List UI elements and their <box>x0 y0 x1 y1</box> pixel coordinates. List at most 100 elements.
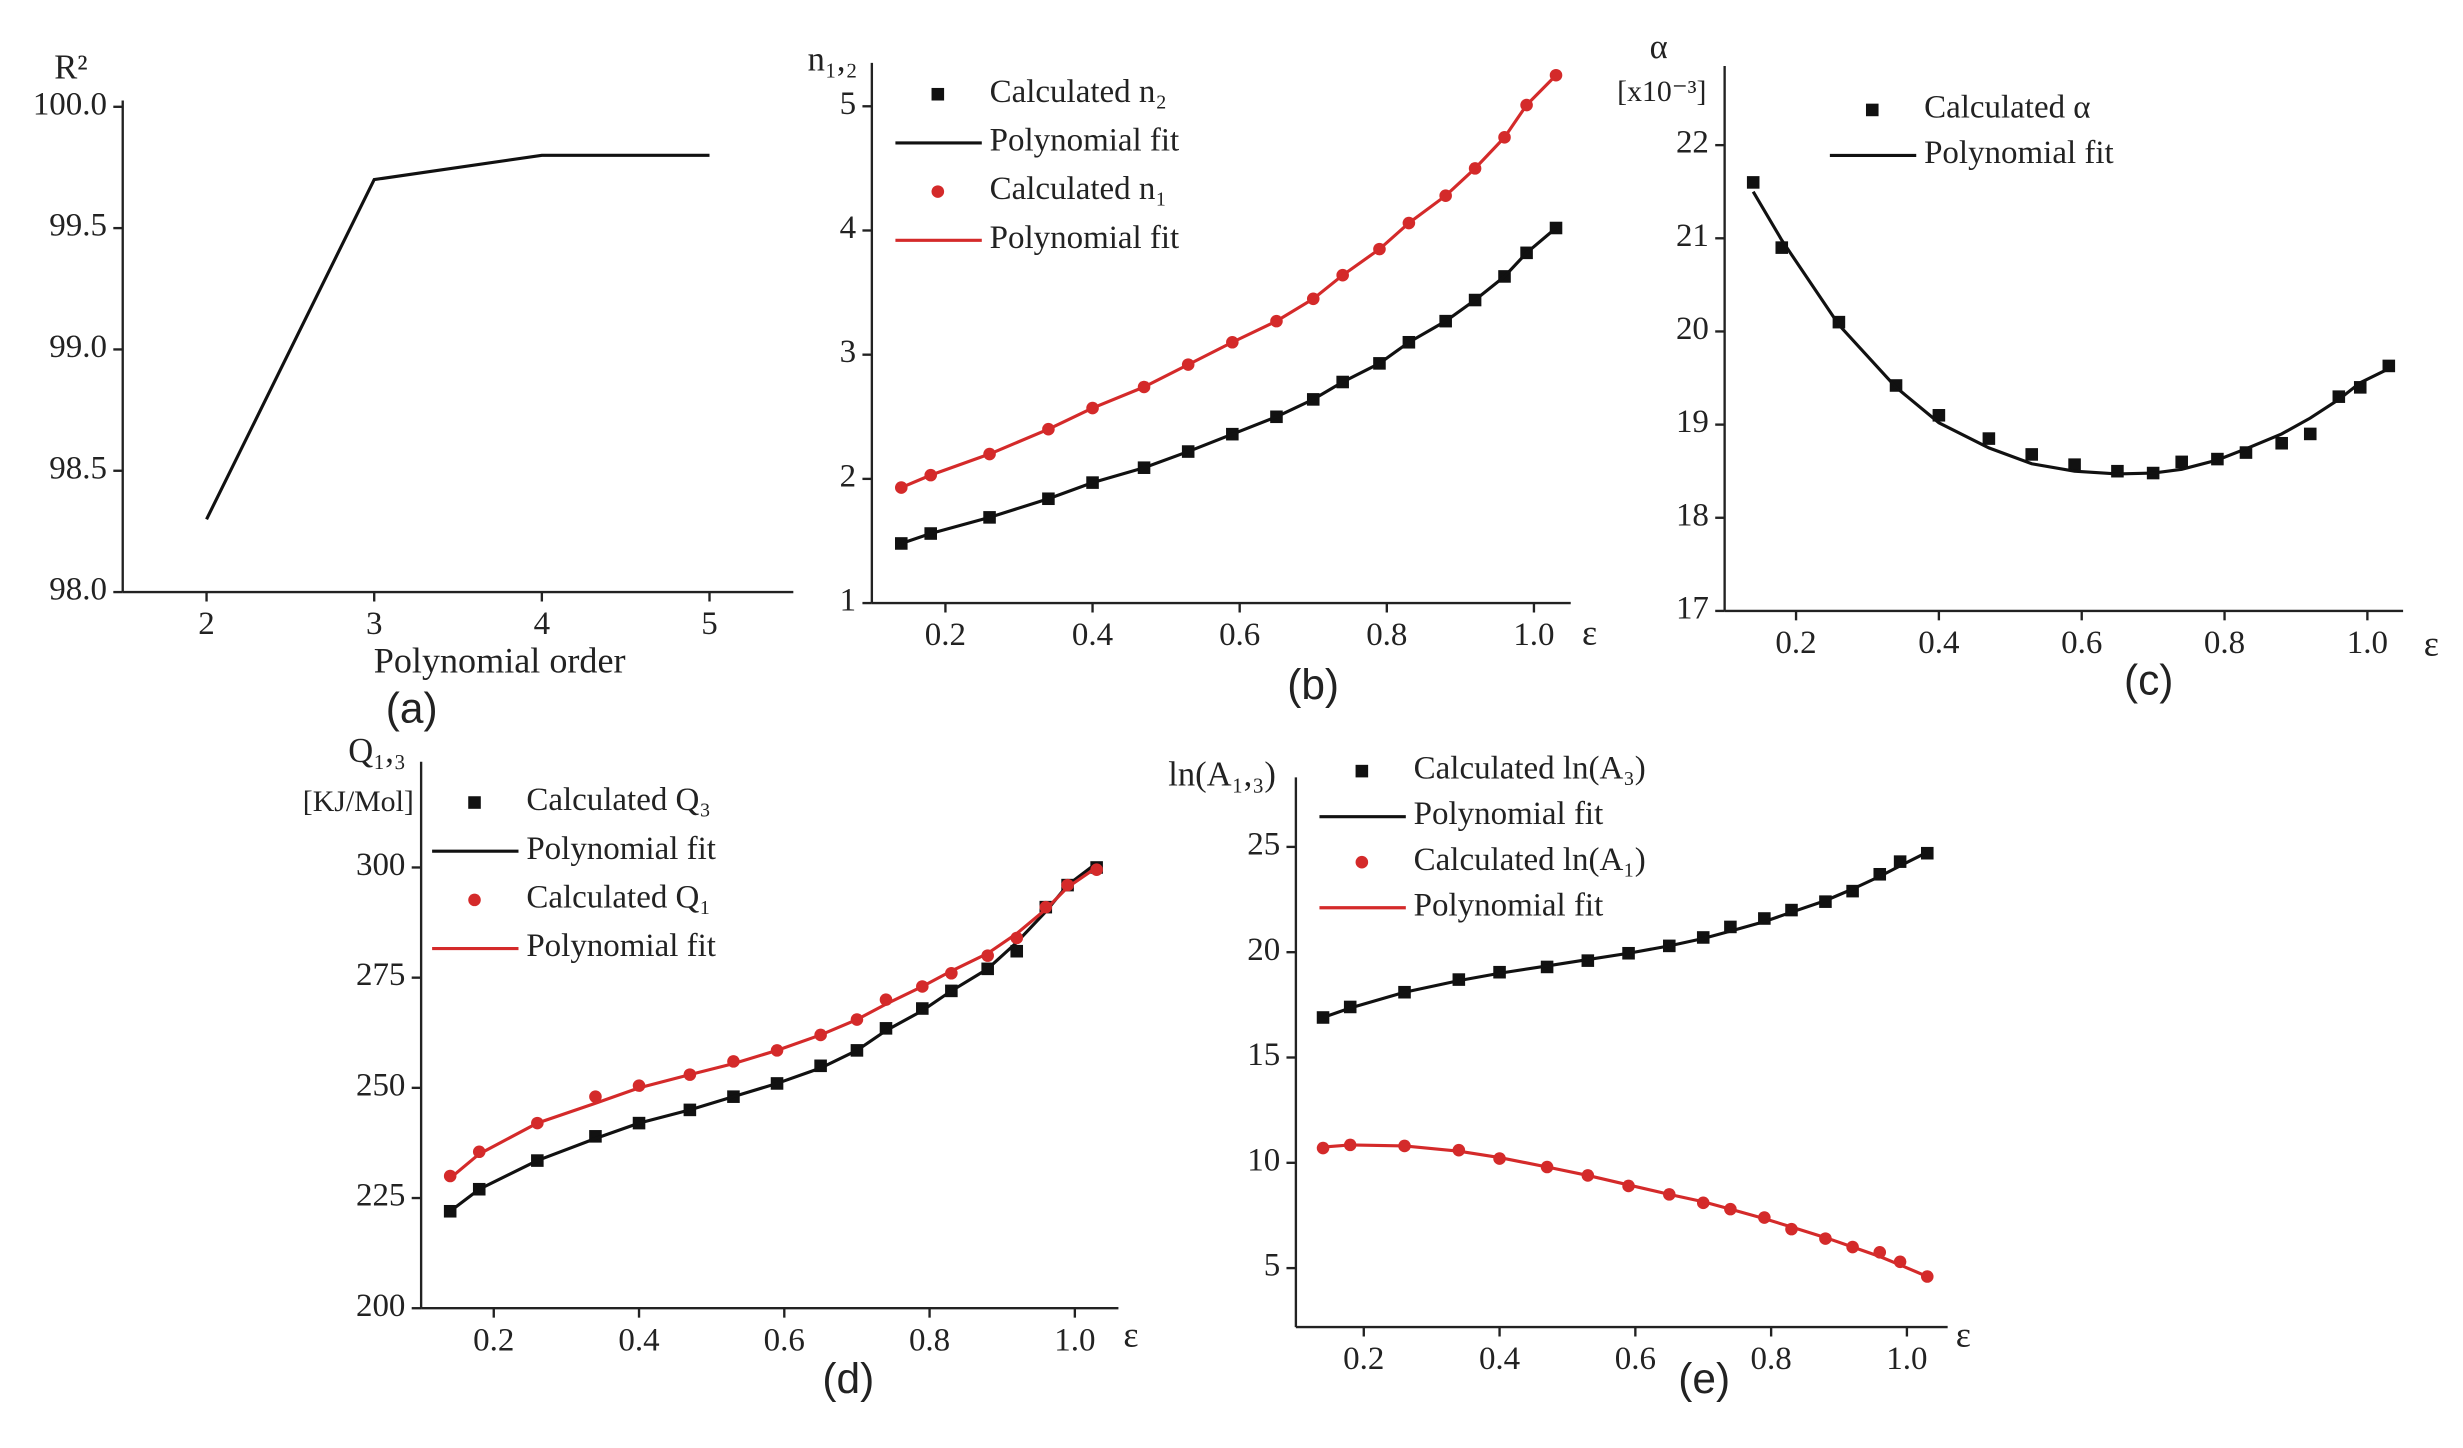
legend-label: Calculated n₂ <box>990 74 1167 110</box>
y-axis-label: R² <box>54 49 87 87</box>
legend-label: Calculated α <box>1924 89 2091 125</box>
fit-line <box>1751 190 2390 476</box>
x-tick-label: 0.6 <box>2061 625 2102 661</box>
y-tick-label: 225 <box>356 1178 405 1214</box>
marker <box>2175 455 2188 469</box>
y-tick-label: 99.0 <box>49 329 107 365</box>
marker <box>1920 1270 1934 1283</box>
y-axis-label: ln(A₁,₃) <box>1168 755 1276 793</box>
y-tick-label: 10 <box>1247 1142 1280 1178</box>
y-tick-label: 4 <box>840 210 856 246</box>
x-tick-label: 3 <box>366 606 382 642</box>
x-tick-label: 0.8 <box>1366 617 1407 653</box>
x-tick-label: 1.0 <box>1886 1341 1927 1377</box>
caption: (b) <box>1287 661 1339 708</box>
y-tick-label: 5 <box>840 86 856 122</box>
marker <box>2068 458 2081 471</box>
x-tick-label: 0.8 <box>909 1322 950 1358</box>
x-tick-label: 0.4 <box>1479 1341 1520 1377</box>
y-tick-label: 1 <box>840 583 856 619</box>
legend-label: Polynomial fit <box>1414 796 1604 832</box>
legend-label: Polynomial fit <box>1414 887 1604 923</box>
marker <box>2303 427 2317 441</box>
y-axis-unit: [x10⁻³] <box>1617 75 1706 108</box>
x-tick-label: 0.4 <box>1918 625 1959 661</box>
marker <box>894 537 908 550</box>
y-tick-label: 200 <box>356 1288 405 1324</box>
y-tick-label: 100.0 <box>33 86 107 122</box>
y-axis-unit: [KJ/Mol] <box>303 785 414 818</box>
y-axis-label: n₁,₂ <box>808 41 858 79</box>
x-tick-label: 0.8 <box>2204 625 2245 661</box>
x-tick-label: 0.2 <box>1343 1341 1384 1377</box>
x-axis-label: ε <box>1123 1314 1138 1354</box>
x-axis-label: Polynomial order <box>374 641 626 681</box>
y-tick-label: 99.5 <box>49 208 107 244</box>
legend-label: Polynomial fit <box>990 122 1180 158</box>
x-tick-label: 0.8 <box>1751 1341 1792 1377</box>
legend-label: Polynomial fit <box>526 831 716 867</box>
y-tick-label: 275 <box>356 957 405 993</box>
marker <box>1010 944 1024 958</box>
x-tick-label: 0.4 <box>1072 617 1113 653</box>
y-axis-label: α <box>1650 28 1668 66</box>
legend-marker <box>468 893 481 907</box>
caption: (c) <box>2124 656 2173 703</box>
legend-label: Calculated Q₁ <box>526 879 711 915</box>
y-tick-label: 20 <box>1247 932 1280 968</box>
marker <box>589 1090 602 1103</box>
marker <box>2025 448 2039 461</box>
fit-line <box>449 866 1098 1180</box>
y-tick-label: 22 <box>1676 125 1709 161</box>
y-tick-label: 300 <box>356 847 405 883</box>
y-tick-label: 5 <box>1264 1248 1280 1284</box>
y-tick-label: 21 <box>1676 218 1709 254</box>
fit-line <box>205 153 710 520</box>
marker <box>443 1169 457 1183</box>
y-tick-label: 3 <box>840 334 856 370</box>
fit-line <box>1322 850 1928 1019</box>
fit-line <box>900 74 1558 490</box>
x-tick-label: 1.0 <box>1054 1322 1095 1358</box>
caption: (a) <box>386 685 438 732</box>
x-tick-label: 0.2 <box>925 617 966 653</box>
legend-marker <box>1355 855 1369 869</box>
y-tick-label: 250 <box>356 1067 405 1103</box>
legend-label: Calculated n₁ <box>990 171 1167 207</box>
legend-marker <box>931 185 945 198</box>
y-tick-label: 17 <box>1676 590 1709 626</box>
x-tick-label: 1.0 <box>2347 625 2388 661</box>
legend-marker <box>931 87 945 101</box>
legend-marker <box>468 796 481 809</box>
x-tick-label: 1.0 <box>1513 617 1554 653</box>
legend-marker <box>1865 103 1879 117</box>
x-tick-label: 4 <box>534 606 550 642</box>
y-tick-label: 98.5 <box>49 450 107 486</box>
x-tick-label: 0.4 <box>618 1322 659 1358</box>
x-tick-label: 2 <box>198 606 214 642</box>
marker <box>1316 1141 1330 1155</box>
y-tick-label: 98.0 <box>49 572 107 608</box>
marker <box>2111 464 2124 478</box>
fit-line <box>1322 1143 1928 1278</box>
legend-label: Polynomial fit <box>990 220 1180 256</box>
legend-label: Polynomial fit <box>1924 135 2114 171</box>
y-tick-label: 15 <box>1247 1037 1280 1073</box>
marker <box>1061 878 1074 892</box>
y-tick-label: 19 <box>1676 404 1709 440</box>
y-tick-label: 20 <box>1676 311 1709 347</box>
x-tick-label: 0.2 <box>1775 625 1816 661</box>
caption: (d) <box>822 1355 874 1402</box>
marker <box>2275 436 2288 450</box>
legend-label: Calculated Q₃ <box>526 782 711 818</box>
x-axis-label: ε <box>1956 1314 1971 1354</box>
legend-label: Polynomial fit <box>526 928 716 964</box>
x-tick-label: 0.6 <box>1615 1341 1656 1377</box>
x-tick-label: 5 <box>701 606 717 642</box>
legend-marker <box>1355 764 1369 778</box>
legend-label: Calculated ln(A₁) <box>1414 842 1646 878</box>
x-axis-label: ε <box>1582 612 1597 652</box>
legend-label: Calculated ln(A₃) <box>1414 751 1646 787</box>
y-axis-label: Q₁,₃ <box>348 732 406 770</box>
